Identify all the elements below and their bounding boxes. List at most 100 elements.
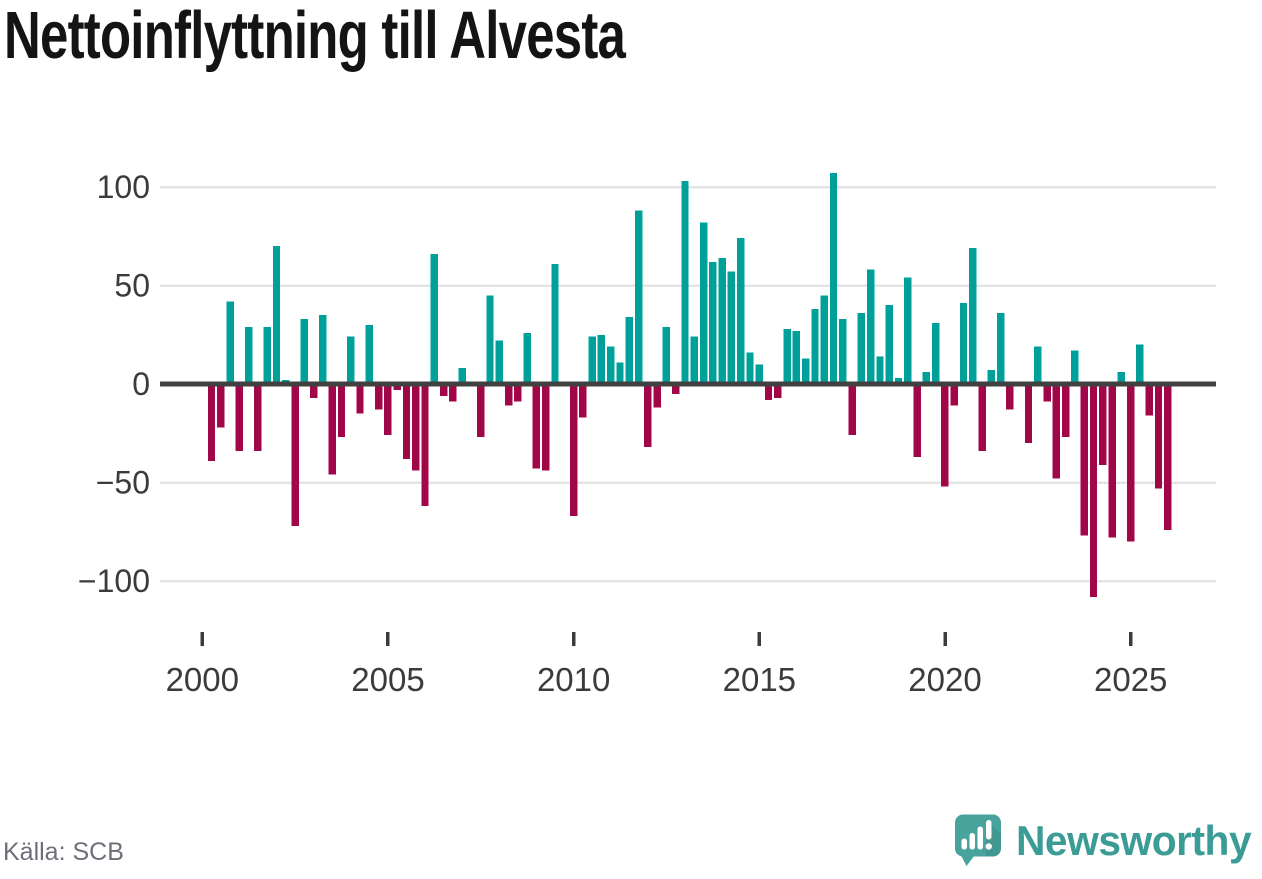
x-tick-label: 2025	[1094, 661, 1167, 698]
bar: 2024Q1: -41	[1099, 384, 1107, 465]
bar: 2015Q3: 28	[783, 328, 791, 384]
bar: 2000Q4: -34	[235, 384, 244, 451]
exclamation-bar	[985, 820, 992, 840]
bar: 2016Q2: 38	[811, 309, 819, 384]
bar: 2008Q2: -9	[514, 384, 522, 402]
bar: 2024Q2: -78	[1108, 384, 1116, 538]
bar: 2023Q3: -77	[1080, 384, 1088, 536]
bar: 2010Q3: 25	[597, 334, 606, 384]
bar: 2018Q4: 54	[904, 277, 912, 384]
bar: 2005Q4: -62	[421, 384, 429, 507]
bar: 2019Q3: 31	[931, 322, 940, 384]
bar: 2014Q4: 10	[755, 364, 763, 384]
bar: 2017Q2: -26	[848, 384, 856, 436]
bar: 2004Q3: -13	[374, 384, 383, 410]
bar: 2001Q1: 29	[244, 326, 253, 384]
bar: 2011Q2: 34	[625, 317, 633, 384]
bar: 2005Q1: -3	[393, 384, 401, 390]
x-tick-mark	[571, 632, 576, 646]
bar: 2003Q3: -27	[337, 384, 346, 438]
bar: 2024Q3: 6	[1117, 372, 1126, 384]
bar: 2002Q2: -72	[291, 384, 299, 526]
bar: 2009Q2: 61	[551, 263, 559, 384]
bar: 2012Q2: 29	[662, 326, 671, 384]
bar: 2025Q1: 20	[1136, 344, 1144, 384]
bar: 2008Q3: 26	[523, 332, 531, 384]
bar: 2010Q2: 24	[588, 336, 596, 384]
bar: 2016Q1: 13	[801, 358, 810, 384]
y-tick-label: 100	[97, 169, 150, 205]
bar: 2014Q3: 16	[746, 352, 754, 384]
bar: 2006Q3: -9	[449, 384, 457, 402]
bar: 2020Q3: 69	[969, 248, 977, 384]
bar: 2019Q2: 6	[922, 372, 931, 384]
bar: 2013Q2: 82	[699, 222, 708, 384]
bar: 2020Q1: -11	[950, 384, 958, 406]
bar: 2021Q2: 36	[996, 313, 1005, 384]
bar: 2001Q3: 29	[263, 326, 271, 384]
bar: 2012Q3: -5	[672, 384, 680, 394]
chart-title: Nettoinflyttning till Alvesta	[4, 0, 626, 73]
x-tick-mark	[943, 632, 947, 646]
bar: 2017Q3: 36	[857, 313, 866, 384]
exclamation-dot	[985, 843, 992, 850]
bar: 2002Q3: 33	[300, 318, 309, 384]
bar: 2014Q1: 57	[727, 271, 736, 384]
x-tick-label: 2005	[351, 661, 424, 698]
bar: 2025Q2: -16	[1145, 384, 1153, 416]
bar: 2024Q4: -80	[1126, 384, 1135, 542]
bar: 2023Q2: 17	[1071, 350, 1079, 384]
bar: 2016Q4: 107	[829, 173, 838, 384]
x-tick-label: 2010	[537, 661, 610, 698]
bar: 2018Q1: 14	[876, 356, 884, 384]
bar: 2021Q1: 7	[987, 370, 996, 384]
bar: 2017Q4: 58	[866, 269, 875, 384]
bar: 2018Q2: 40	[885, 305, 893, 384]
bar: 2000Q2: -22	[217, 384, 225, 428]
bar: 2022Q4: -48	[1052, 384, 1061, 479]
brand-logo: Newsworthy	[953, 812, 1258, 869]
x-tick-mark	[757, 632, 762, 646]
bar: 2008Q1: -11	[504, 384, 513, 406]
x-tick-label: 2020	[908, 661, 981, 698]
bar: 2021Q3: -13	[1006, 384, 1014, 410]
bar: 2010Q4: 19	[607, 346, 615, 384]
bar: 2012Q4: 103	[681, 181, 689, 384]
x-tick-mark	[386, 632, 390, 646]
bar: 2009Q4: -67	[569, 384, 578, 516]
bar: 2022Q3: -9	[1043, 384, 1051, 402]
bar: 2006Q4: 8	[458, 368, 466, 384]
bar: 2006Q1: 66	[430, 253, 439, 384]
bar: 2019Q1: -37	[913, 384, 921, 457]
bar: 2016Q3: 45	[820, 295, 828, 384]
bar: 2020Q4: -34	[978, 384, 986, 451]
brand-name: Newsworthy	[1015, 816, 1252, 864]
bar: 2004Q4: -26	[384, 384, 392, 436]
bar: 2014Q2: 74	[736, 238, 745, 384]
bar: 2004Q1: -15	[356, 384, 364, 414]
bar: 2023Q4: -108	[1089, 384, 1098, 597]
bar: 2015Q2: -7	[774, 384, 782, 398]
bar: 2010Q1: -17	[579, 384, 587, 418]
x-tick-mark	[200, 632, 205, 646]
bar: 2011Q4: -32	[644, 384, 652, 448]
bar: 2002Q4: -7	[309, 384, 318, 398]
bar: 2025Q3: -53	[1154, 384, 1163, 489]
bar: 2013Q4: 64	[718, 257, 726, 384]
bar: 2007Q2: -27	[477, 384, 485, 438]
bar: 2000Q1: -39	[207, 384, 216, 461]
bar: 2017Q1: 33	[839, 318, 847, 384]
source-label: Källa: SCB	[3, 838, 124, 866]
bar: 2020Q2: 41	[959, 303, 968, 384]
bar: 2001Q4: 70	[272, 246, 281, 384]
y-tick-label: 0	[132, 366, 150, 402]
bar: 2011Q3: 88	[634, 210, 643, 384]
bar: 2022Q2: 19	[1034, 346, 1042, 384]
bar: 2007Q4: 22	[495, 340, 503, 384]
bar: 2013Q3: 62	[709, 261, 717, 384]
bar: 2003Q2: -46	[328, 384, 336, 475]
x-tick-mark	[1128, 632, 1133, 646]
y-tick-label: 50	[114, 268, 150, 304]
